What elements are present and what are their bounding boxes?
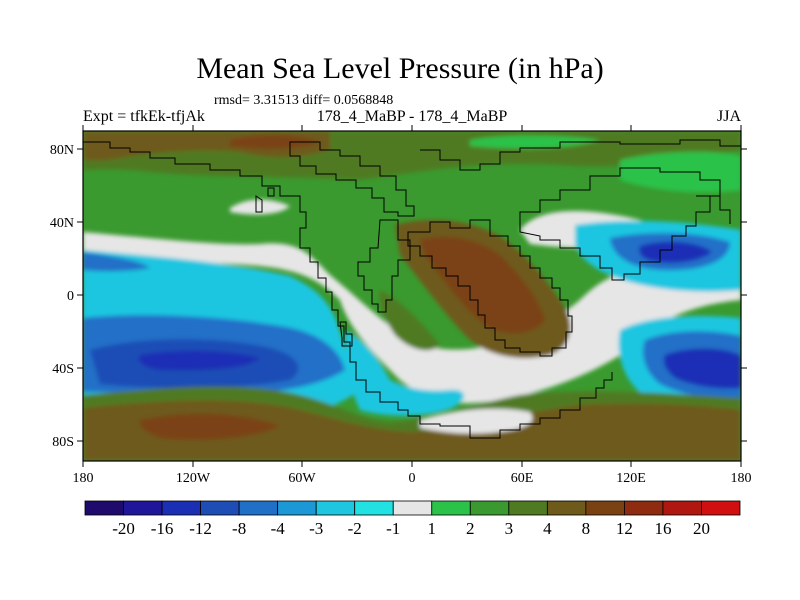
colorbar-label: 20 [693, 519, 710, 538]
colorbar-swatch [585, 500, 625, 516]
colorbar-label: 2 [466, 519, 475, 538]
colorbar-swatch [238, 500, 279, 516]
lat-tick-label: 40S [52, 362, 74, 377]
colorbar-swatch [277, 500, 317, 516]
colorbar-swatch [624, 500, 664, 516]
lon-tick-label: 180 [731, 471, 752, 486]
colorbar-swatch [315, 500, 356, 516]
lat-tick-label: 0 [67, 289, 74, 304]
season-label: JJA [716, 108, 741, 125]
colorbar-label: 3 [505, 519, 514, 538]
colorbar-label: -2 [348, 519, 362, 538]
colorbar-swatch [508, 500, 548, 516]
colorbar-swatch [431, 500, 471, 516]
lon-tick-label: 60E [511, 471, 534, 486]
longitude-labels: 180 120W 60W 0 60E 120E 180 [73, 471, 752, 486]
colorbar-swatch [123, 500, 163, 516]
colorbar-label: -3 [309, 519, 323, 538]
colorbar-label: 8 [582, 519, 591, 538]
colorbar-label: -8 [232, 519, 246, 538]
colorbar-label: -12 [189, 519, 212, 538]
lon-tick-label: 120E [616, 471, 646, 486]
colorbar-swatch [701, 500, 741, 516]
colorbar-swatch [392, 500, 433, 516]
lon-tick-label: 180 [73, 471, 94, 486]
colorbar-swatch [469, 500, 510, 516]
lat-tick-label: 40N [50, 216, 74, 231]
colorbar-label: -16 [151, 519, 174, 538]
experiment-label: Expt = tfkEk-tfjAk [83, 108, 205, 125]
colorbar: -20 -16 -12 -8 -4 -3 -2 -1 1 2 3 4 8 12 16 20 [84, 500, 741, 538]
colorbar-label: 16 [654, 519, 671, 538]
coastlines [83, 139, 741, 439]
run-label: 178_4_MaBP - 178_4_MaBP [316, 108, 508, 125]
lat-tick-label: 80N [50, 143, 74, 158]
colorbar-swatch [161, 500, 201, 516]
contour-field [83, 131, 741, 461]
lon-tick-label: 120W [176, 471, 211, 486]
colorbar-swatch [546, 500, 587, 516]
colorbar-label: -20 [112, 519, 135, 538]
colorbar-label: 1 [428, 519, 437, 538]
map-title: Mean Sea Level Pressure (in hPa) [196, 52, 604, 85]
colorbar-swatch [200, 500, 240, 516]
colorbar-swatch [84, 500, 124, 516]
latitude-labels: 80N 40N 0 40S 80S [50, 143, 74, 450]
subtitle-row: Expt = tfkEk-tfjAk 178_4_MaBP - 178_4_Ma… [83, 108, 741, 130]
colorbar-swatch [354, 500, 394, 516]
lon-tick-label: 0 [409, 471, 416, 486]
colorbar-label: -1 [386, 519, 400, 538]
colorbar-label: 4 [543, 519, 552, 538]
lon-tick-label: 60W [288, 471, 316, 486]
colorbar-label: -4 [271, 519, 286, 538]
colorbar-label: 12 [616, 519, 633, 538]
colorbar-swatch [662, 500, 702, 516]
lat-tick-label: 80S [52, 435, 74, 450]
stats-text: rmsd= 3.31513 diff= 0.0568848 [214, 93, 394, 108]
axis-ticks [77, 125, 747, 467]
